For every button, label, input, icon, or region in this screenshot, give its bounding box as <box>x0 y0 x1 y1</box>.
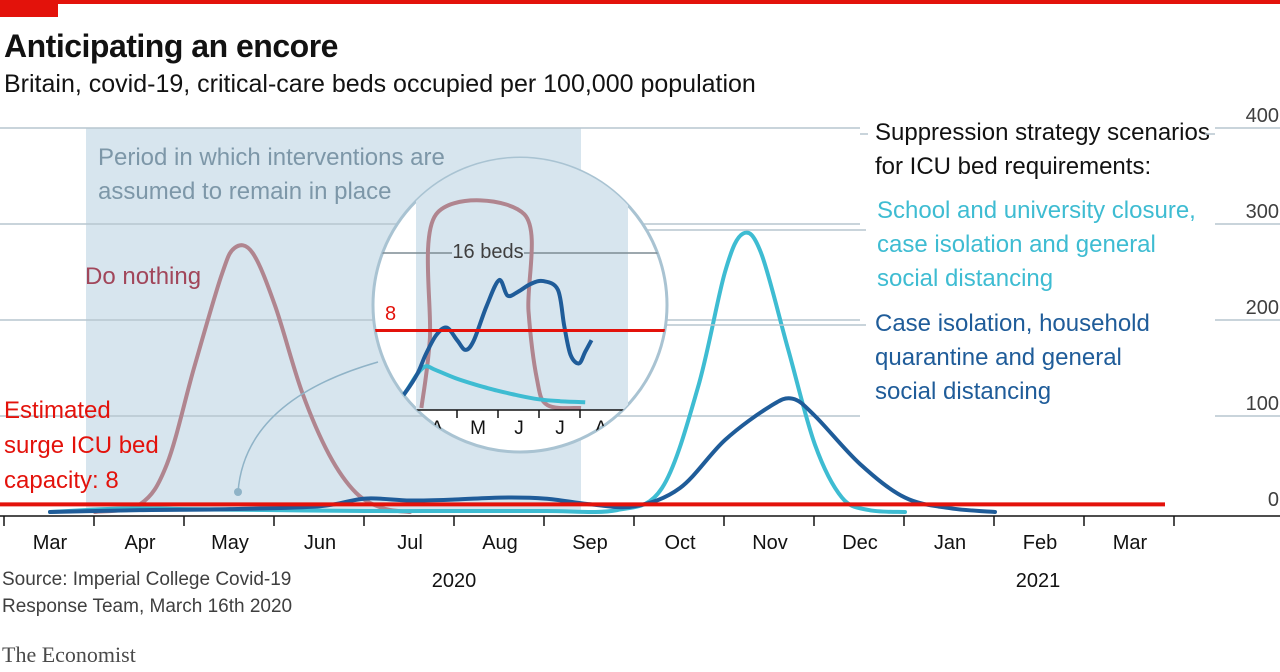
legend-label-case-isolation: social distancing <box>875 378 1051 405</box>
y-tick-label: 100 <box>1246 393 1279 415</box>
inset-capacity-label: 8 <box>385 303 396 325</box>
inset-shade <box>416 158 628 410</box>
inset-x-tick-label: J <box>555 418 565 439</box>
y-tick-label: 0 <box>1268 489 1279 511</box>
shaded-period-label: Period in which interventions are <box>98 144 445 171</box>
source-line-2: Response Team, March 16th 2020 <box>2 596 293 617</box>
x-tick-label: Aug <box>482 532 518 554</box>
x-year-label: 2021 <box>1016 570 1061 592</box>
inset-label-bg <box>452 238 524 264</box>
inset-x-tick-label: J <box>514 418 524 439</box>
publisher-logo: The Economist <box>2 642 136 667</box>
chart-title: Anticipating an encore <box>4 28 338 64</box>
x-tick-label: Jan <box>934 532 966 554</box>
legend-label-case-isolation: quarantine and general <box>875 344 1122 371</box>
top-accent-rule <box>0 0 1280 4</box>
inset-x-tick-label: M <box>470 418 486 439</box>
legend-title: Suppression strategy scenarios <box>875 119 1210 146</box>
y-tick-label: 300 <box>1246 201 1279 223</box>
inset-reference-label: 16 beds <box>452 241 523 263</box>
capacity-line-group: Estimated surge ICU bed capacity: 8 <box>0 397 1165 507</box>
x-tick-label: May <box>211 532 249 554</box>
legend-label-school-closure: case isolation and general <box>877 231 1156 258</box>
inset-zoom: 16 beds8AMJJA <box>234 156 669 496</box>
legend-label-school-closure: School and university closure, <box>877 197 1196 224</box>
do-nothing-label: Do nothing <box>85 263 201 290</box>
x-tick-label: Jun <box>304 532 336 554</box>
x-tick-label: Nov <box>752 532 788 554</box>
legend-label-case-isolation: Case isolation, household <box>875 310 1150 337</box>
x-year-label: 2020 <box>432 570 477 592</box>
legend-label-school-closure: social distancing <box>877 265 1053 292</box>
inset-pointer-dot <box>234 488 242 496</box>
capacity-label: Estimated <box>4 397 111 424</box>
chart-labels: Do nothing Suppression strategy scenarios… <box>85 119 1215 405</box>
brand-tag <box>0 0 58 17</box>
chart-subtitle: Britain, covid-19, critical-care beds oc… <box>4 70 756 98</box>
x-tick-label: Dec <box>842 532 878 554</box>
series-line-do-nothing <box>93 243 412 514</box>
x-tick-label: Mar <box>1113 532 1148 554</box>
inset-line-case-isolation <box>390 278 594 410</box>
source-note: Source: Imperial College Covid-19 Respon… <box>2 566 292 620</box>
y-tick-label: 400 <box>1246 105 1279 127</box>
capacity-label: capacity: 8 <box>4 467 119 494</box>
x-tick-label: Apr <box>124 532 155 554</box>
x-tick-label: Feb <box>1023 532 1057 554</box>
x-tick-label: Oct <box>664 532 696 554</box>
x-tick-label: Sep <box>572 532 608 554</box>
legend-title: for ICU bed requirements: <box>875 153 1151 180</box>
source-line-1: Source: Imperial College Covid-19 <box>2 569 292 590</box>
capacity-label: surge ICU bed <box>4 432 159 459</box>
shaded-period-label: assumed to remain in place <box>98 178 391 205</box>
x-tick-label: Mar <box>33 532 68 554</box>
x-tick-label: Jul <box>397 532 423 554</box>
x-axis: Mar Apr May Jun Jul Aug Sep Oct Nov Dec Jan Feb Mar 2… <box>0 515 1280 592</box>
inset-pointer <box>237 361 379 493</box>
y-tick-label: 200 <box>1246 297 1279 319</box>
